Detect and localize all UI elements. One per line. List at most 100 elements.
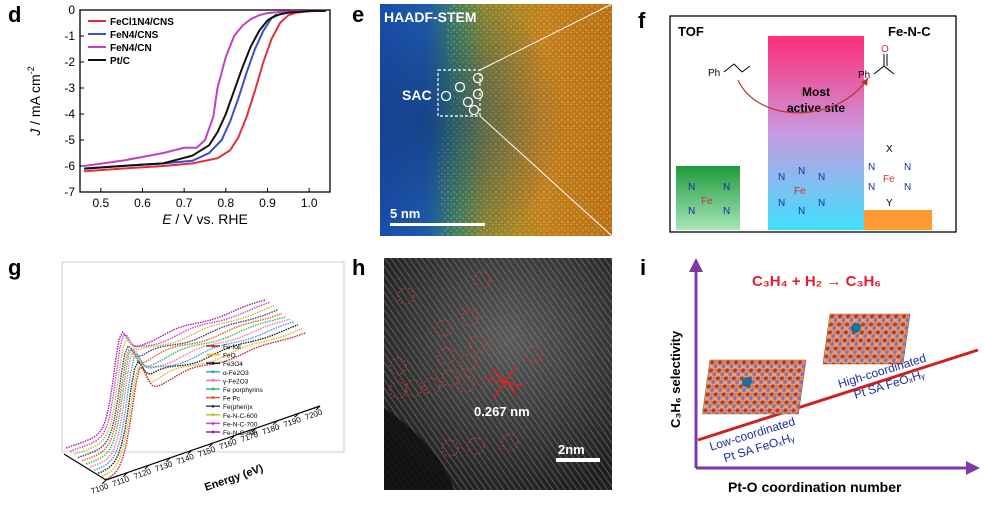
xanes-curve-6 xyxy=(81,312,283,462)
haadf-stem-image: HAADF-STEM SAC 5 nm xyxy=(380,4,612,236)
ph-product: Ph xyxy=(858,70,870,81)
legend-marker xyxy=(211,387,215,391)
y-tick-label: -2 xyxy=(64,55,75,69)
svg-text:Fe: Fe xyxy=(701,196,713,207)
legend-entry: Pt/C xyxy=(110,56,130,67)
lattice-cross xyxy=(483,365,525,399)
x-tick-label: 1.0 xyxy=(301,196,318,210)
scale-bar-h xyxy=(556,458,600,462)
legend-marker xyxy=(211,430,215,434)
depth-axis xyxy=(63,453,107,481)
pt-atom-circles xyxy=(389,271,543,457)
fen5-middle: N N N N N N Fe xyxy=(778,166,825,217)
svg-text:N: N xyxy=(778,172,785,183)
most-active-line1: Most xyxy=(802,85,830,99)
energy-tick xyxy=(165,457,171,463)
hrtem-image: 0.267 nm 2nm xyxy=(384,258,612,490)
legend-entry: Fe-N-C-700 xyxy=(223,421,258,428)
legend-entry: Fe(phen)x xyxy=(223,404,253,411)
zoom-line-bottom xyxy=(479,115,612,236)
energy-tick xyxy=(123,472,128,477)
y-tick-label: -3 xyxy=(64,81,75,95)
series-line-2 xyxy=(84,9,326,167)
svg-text:N: N xyxy=(904,162,911,173)
svg-text:X: X xyxy=(886,144,893,155)
energy-tick xyxy=(230,435,235,440)
svg-text:N: N xyxy=(798,206,805,217)
tof-label: TOF xyxy=(678,24,704,39)
y-tick-label: -7 xyxy=(64,185,75,199)
svg-text:N: N xyxy=(798,166,805,177)
series-line-0 xyxy=(84,9,326,173)
legend-marker xyxy=(211,361,215,365)
panel-label-f: f xyxy=(638,8,646,33)
legend-marker xyxy=(211,413,215,417)
panel-label-g: g xyxy=(8,255,22,280)
ph-reactant: Ph xyxy=(708,68,720,79)
xanes-curve-7 xyxy=(77,309,279,459)
legend-entry: Fe-N-C-800 xyxy=(223,430,258,437)
bar-most-active xyxy=(768,36,864,230)
energy-tick xyxy=(251,427,257,433)
svg-text:N: N xyxy=(818,198,825,209)
scale-label-h: 2nm xyxy=(558,442,585,457)
svg-text:Y: Y xyxy=(886,198,893,209)
legend-entry: Fe-N-C-600 xyxy=(223,413,258,420)
series-line-3 xyxy=(84,9,326,170)
energy-tick-label: 7140 xyxy=(175,452,195,466)
legend-entry: γ-Fe2O3 xyxy=(223,378,249,385)
y-tick-label: -4 xyxy=(64,107,75,121)
x-axis-label: E / V vs. RHE xyxy=(162,211,248,227)
legend-marker xyxy=(211,370,215,374)
fen4-square-planar: N N N N Fe xyxy=(688,182,730,217)
legend-marker xyxy=(211,353,215,357)
legend-marker xyxy=(211,344,215,348)
energy-tick xyxy=(187,450,192,455)
xanes-curve-2 xyxy=(97,324,299,474)
svg-text:N: N xyxy=(778,198,785,209)
scale-bar-e xyxy=(390,223,485,226)
svg-text:Fe: Fe xyxy=(794,186,806,197)
plot-frame xyxy=(79,9,331,193)
svg-text:N: N xyxy=(688,182,695,193)
low-coordinated-slab xyxy=(702,359,807,415)
panel-label-d: d xyxy=(8,2,22,27)
legend-entry: Fe foil xyxy=(223,344,241,351)
selectivity-scheme: C₃H₄ + H₂ → C₃H₆ Low-coordinated Pt SA F… xyxy=(668,258,980,495)
x-tick-label: 0.9 xyxy=(259,196,276,210)
selectivity-label: C₃H₆ selectivity xyxy=(668,330,683,428)
legend-entry: FeN4/CN xyxy=(110,43,152,54)
xanes-spectra: 7100711071207130714071507160717071807190… xyxy=(61,261,345,496)
sac-circles xyxy=(440,72,484,116)
legend-marker xyxy=(211,421,215,425)
xanes-curve-9 xyxy=(69,301,271,452)
xanes-curve-8 xyxy=(73,305,275,456)
energy-tick-label: 7100 xyxy=(90,481,110,495)
bar-fen4 xyxy=(676,166,740,230)
y-tick-label: 0 xyxy=(68,3,75,17)
reaction-equation: C₃H₄ + H₂ → C₃H₆ xyxy=(752,273,881,290)
legend-marker xyxy=(211,378,215,382)
legend-entry: Fe3O4 xyxy=(223,361,243,368)
energy-tick xyxy=(144,464,150,470)
zoom-box xyxy=(437,69,481,117)
reaction-arrow xyxy=(737,77,869,114)
coordination-label: Pt-O coordination number xyxy=(728,479,902,495)
most-active-line2: active site xyxy=(787,101,845,115)
legend-entry: Fe porphyrins xyxy=(223,387,263,394)
y-tick-label: -1 xyxy=(64,29,75,43)
xanes-curve-1 xyxy=(101,328,303,478)
svg-text:N: N xyxy=(868,162,875,173)
svg-text:Fe: Fe xyxy=(883,174,895,185)
energy-tick xyxy=(208,442,214,448)
svg-text:N: N xyxy=(688,206,695,217)
y-tick-label: -6 xyxy=(64,159,75,173)
svg-text:N: N xyxy=(904,182,911,193)
legend-marker xyxy=(211,396,215,400)
legend-entry: α-Fe2O3 xyxy=(223,370,249,377)
xanes-curve-3 xyxy=(93,321,295,471)
lattice-spacing: 0.267 nm xyxy=(474,404,530,419)
fenc-label: Fe-N-C xyxy=(888,24,931,39)
svg-text:N: N xyxy=(868,182,875,193)
energy-tick xyxy=(101,479,107,485)
